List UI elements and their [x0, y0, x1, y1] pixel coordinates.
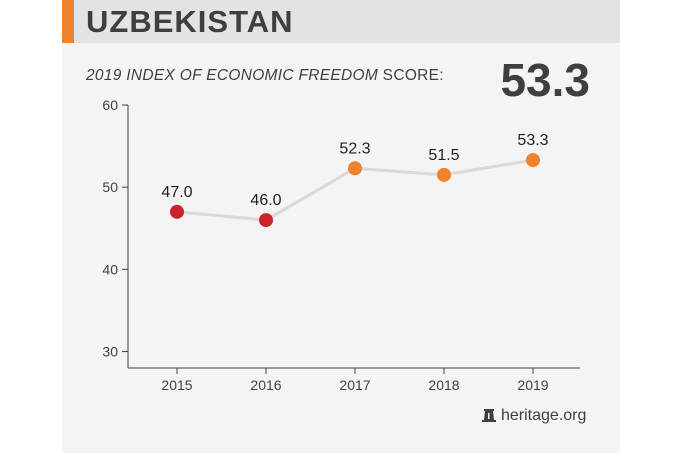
subtitle-plain: SCORE: — [378, 67, 444, 84]
score-card: UZBEKISTAN 2019 INDEX OF ECONOMIC FREEDO… — [62, 0, 620, 453]
source-text: heritage.org — [501, 407, 587, 424]
data-point — [437, 167, 451, 182]
x-axis-ticks: 2015 2016 2017 2018 2019 — [161, 368, 549, 393]
data-label: 47.0 — [161, 184, 192, 201]
subtitle-italic: 2019 INDEX OF ECONOMIC FREEDOM — [86, 67, 379, 84]
data-point — [170, 204, 184, 219]
data-labels: 47.0 46.0 52.3 51.5 53.3 — [161, 132, 548, 209]
y-axis-ticks: 30 40 50 60 — [102, 97, 128, 360]
country-name: UZBEKISTAN — [86, 4, 294, 39]
x-tick-label: 2018 — [428, 377, 459, 393]
y-tick-label: 50 — [102, 179, 118, 195]
data-point — [259, 213, 273, 228]
x-tick-label: 2017 — [339, 377, 370, 393]
data-label: 51.5 — [428, 147, 459, 164]
chart-axes — [127, 105, 580, 369]
line-chart: 30 40 50 60 2015 2016 2017 2018 2019 47.0 46.0 52… — [102, 97, 580, 393]
y-tick-label: 30 — [102, 344, 118, 360]
data-label: 52.3 — [339, 140, 370, 157]
chart-subtitle: 2019 INDEX OF ECONOMIC FREEDOM SCORE: — [86, 67, 444, 85]
score-value: 53.3 — [500, 54, 590, 106]
data-label: 53.3 — [517, 132, 548, 149]
liberty-bell-icon — [482, 408, 496, 422]
y-tick-label: 60 — [102, 97, 118, 113]
x-tick-label: 2015 — [161, 377, 192, 393]
data-points — [170, 153, 540, 228]
data-point — [348, 161, 362, 176]
data-point — [526, 153, 540, 168]
source-credit: heritage.org — [482, 407, 586, 425]
header-bar: UZBEKISTAN — [62, 0, 620, 43]
data-label: 46.0 — [250, 192, 281, 209]
x-tick-label: 2019 — [517, 377, 548, 393]
header-accent — [62, 0, 74, 43]
x-tick-label: 2016 — [250, 377, 281, 393]
y-tick-label: 40 — [102, 261, 118, 277]
